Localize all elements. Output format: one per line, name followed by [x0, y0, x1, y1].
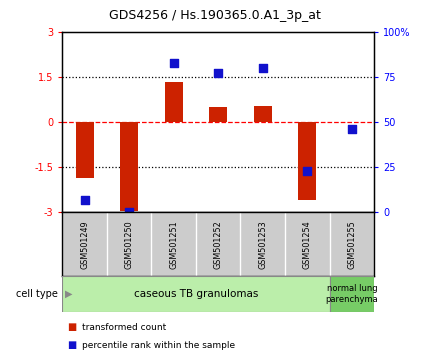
Point [304, 168, 311, 174]
Text: normal lung
parenchyma: normal lung parenchyma [326, 284, 378, 303]
Bar [120, 122, 138, 211]
Text: ■: ■ [67, 340, 76, 350]
Text: GSM501254: GSM501254 [303, 220, 312, 269]
Text: GSM501255: GSM501255 [347, 220, 356, 269]
Point [126, 210, 132, 215]
Text: GSM501251: GSM501251 [169, 220, 178, 269]
Text: GSM501252: GSM501252 [214, 220, 223, 269]
Bar [76, 122, 93, 178]
Text: ▶: ▶ [64, 289, 72, 299]
Point [348, 126, 355, 132]
Bar [62, 276, 329, 312]
Bar [209, 107, 227, 122]
Point [215, 70, 222, 76]
Point [81, 197, 88, 202]
Bar [165, 81, 183, 122]
Bar [254, 105, 272, 122]
Text: percentile rank within the sample: percentile rank within the sample [82, 341, 235, 350]
Text: ■: ■ [67, 322, 76, 332]
Text: GSM501250: GSM501250 [125, 220, 134, 269]
Text: caseous TB granulomas: caseous TB granulomas [134, 289, 258, 299]
Point [259, 65, 266, 71]
Bar [329, 276, 374, 312]
Text: GSM501249: GSM501249 [80, 220, 89, 269]
Text: transformed count: transformed count [82, 323, 166, 332]
Text: GSM501253: GSM501253 [258, 220, 267, 269]
Text: GDS4256 / Hs.190365.0.A1_3p_at: GDS4256 / Hs.190365.0.A1_3p_at [109, 9, 321, 22]
Point [170, 60, 177, 65]
Bar [298, 122, 316, 200]
Text: cell type: cell type [16, 289, 58, 299]
